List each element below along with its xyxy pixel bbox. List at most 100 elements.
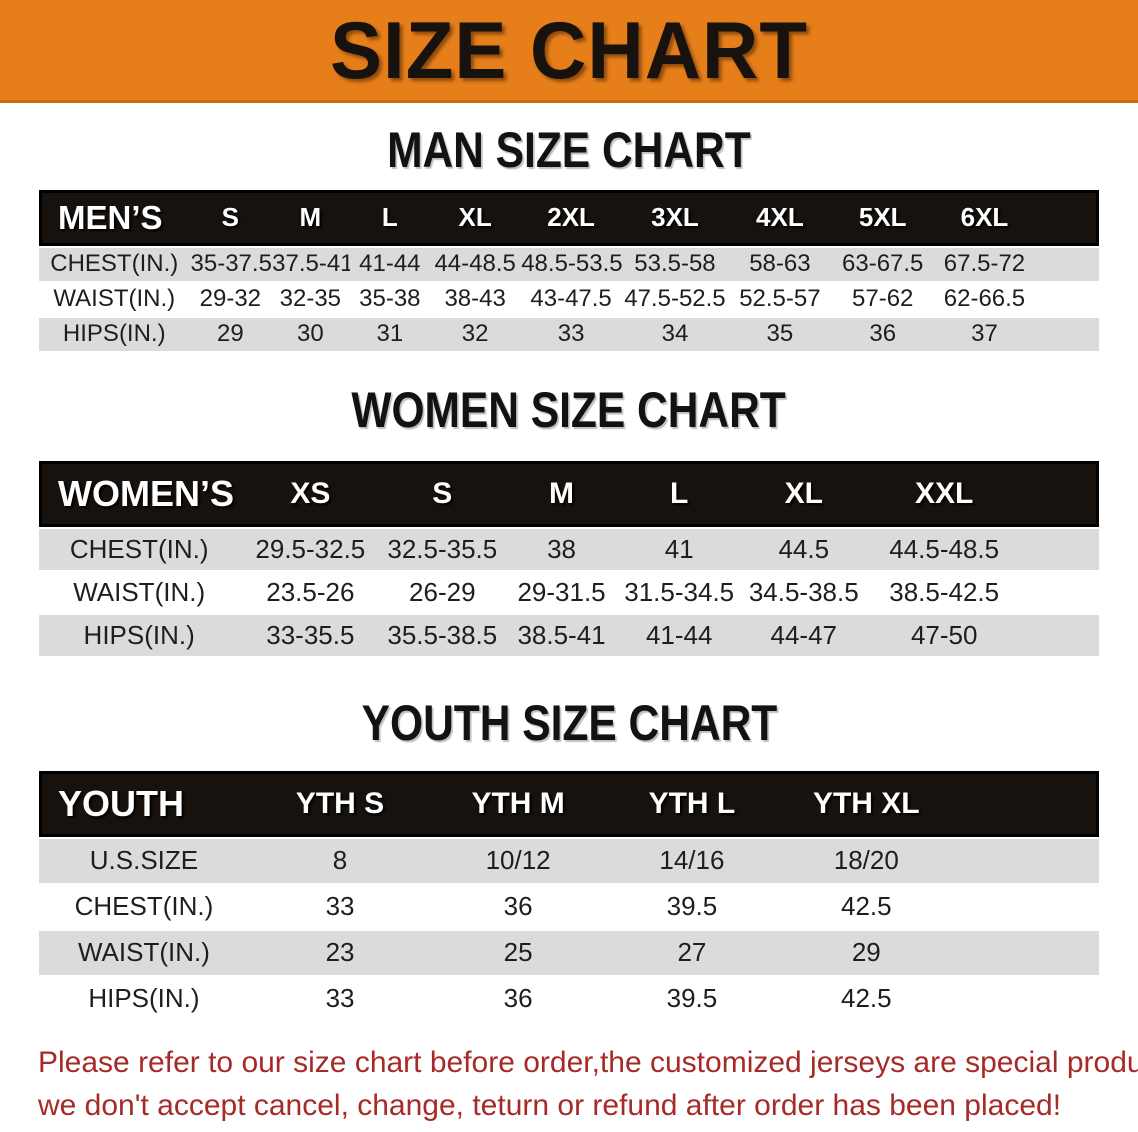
row-label: HIPS(IN.) [39,317,190,351]
size-column-header: 4XL [727,189,832,246]
size-column-header: 2XL [520,189,622,246]
size-column-header: YTH L [605,770,779,837]
size-column-header: L [349,189,431,246]
size-value-cell: 35.5-38.5 [381,615,504,656]
men-section-heading: MAN SIZE CHART [0,122,1138,178]
women-size-table: WOMEN’S XS S M L XL XXL CHEST(IN.) 29.5-32.5 32.5… [39,459,1099,658]
table-row: WAIST(IN.) 23 25 27 29 [39,930,1099,975]
banner: SIZE CHART [0,0,1138,103]
size-column-header: S [189,189,272,246]
youth-section-heading: YOUTH SIZE CHART [0,695,1138,751]
size-column-header: L [619,461,739,527]
size-value-cell: 14/16 [605,838,779,883]
size-value-cell: 29.5-32.5 [239,529,382,570]
size-value-cell: 30 [271,317,350,351]
size-column-header: YTH S [248,770,432,837]
size-column-header: M [271,189,350,246]
size-value-cell: 18/20 [778,838,954,883]
women-group-label: WOMEN’S [39,461,240,527]
section-heading-text: MAN SIZE CHART [387,122,751,178]
size-value-cell: 36 [831,317,934,351]
youth-header-row: YOUTH YTH S YTH M YTH L YTH XL [39,770,1099,837]
size-value-cell: 58-63 [727,247,832,281]
size-value-cell: 29-32 [189,282,272,316]
size-column-header: S [381,461,504,527]
disclaimer-line-1: Please refer to our size chart before or… [38,1045,1138,1079]
row-label: WAIST(IN.) [39,572,240,613]
table-row: CHEST(IN.) 35-37.5 37.5-41 41-44 44-48.5 48.5… [39,247,1099,281]
size-value-cell: 57-62 [831,282,934,316]
row-label: HIPS(IN.) [39,615,240,656]
size-value-cell: 36 [431,884,606,929]
size-value-cell: 41-44 [619,615,739,656]
row-label: CHEST(IN.) [39,884,249,929]
size-value-cell: 44-48.5 [430,247,521,281]
section-heading-text: YOUTH SIZE CHART [361,695,777,751]
disclaimer-text: Please refer to our size chart before or… [38,1041,1138,1128]
men-group-label: MEN’S [39,189,190,246]
row-label: WAIST(IN.) [39,282,190,316]
size-value-cell: 47.5-52.5 [621,282,728,316]
row-spacer [1035,247,1099,281]
size-column-header: XXL [868,461,1020,527]
size-value-cell: 38.5-42.5 [868,572,1020,613]
table-row: HIPS(IN.) 33 36 39.5 42.5 [39,976,1099,1021]
row-spacer [1019,572,1099,613]
size-value-cell: 38.5-41 [503,615,620,656]
row-label: WAIST(IN.) [39,930,249,975]
men-size-table: MEN’S S M L XL 2XL 3XL 4XL 5XL 6XL CHEST(IN.) 35-37… [39,188,1099,353]
size-column-header: XS [239,461,382,527]
table-row: HIPS(IN.) 33-35.5 35.5-38.5 38.5-41 41-44 44-… [39,615,1099,656]
table-row: WAIST(IN.) 29-32 32-35 35-38 38-43 43-47.5 47.… [39,282,1099,316]
disclaimer-line-2: we don't accept cancel, change, teturn o… [38,1089,1062,1122]
size-value-cell: 52.5-57 [727,282,832,316]
section-heading-text: WOMEN SIZE CHART [351,381,787,438]
size-column-header: XL [738,461,869,527]
size-value-cell: 31.5-34.5 [619,572,739,613]
row-label: CHEST(IN.) [39,529,240,570]
size-value-cell: 26-29 [381,572,504,613]
size-value-cell: 39.5 [605,884,779,929]
size-value-cell: 35 [727,317,832,351]
size-column-header: M [503,461,620,527]
size-value-cell: 35-37.5 [189,247,272,281]
size-value-cell: 48.5-53.5 [520,247,622,281]
size-value-cell: 35-38 [349,282,431,316]
banner-title: SIZE CHART [330,4,808,96]
size-value-cell: 62-66.5 [933,282,1036,316]
size-value-cell: 34 [621,317,728,351]
size-column-header: 3XL [621,189,728,246]
size-column-header: YTH XL [778,770,954,837]
size-value-cell: 34.5-38.5 [738,572,869,613]
size-value-cell: 33 [248,976,432,1021]
header-spacer [1019,461,1099,527]
size-value-cell: 32-35 [271,282,350,316]
size-value-cell: 29 [778,930,954,975]
table-row: U.S.SIZE 8 10/12 14/16 18/20 [39,838,1099,883]
men-header-row: MEN’S S M L XL 2XL 3XL 4XL 5XL 6XL [39,189,1099,246]
size-value-cell: 33 [248,884,432,929]
size-value-cell: 67.5-72 [933,247,1036,281]
size-value-cell: 63-67.5 [831,247,934,281]
size-value-cell: 29-31.5 [503,572,620,613]
size-value-cell: 47-50 [868,615,1020,656]
women-header-row: WOMEN’S XS S M L XL XXL [39,461,1099,527]
row-spacer [953,884,1099,929]
row-spacer [1035,317,1099,351]
size-value-cell: 38 [503,529,620,570]
size-value-cell: 44.5 [738,529,869,570]
row-spacer [1019,615,1099,656]
size-value-cell: 23.5-26 [239,572,382,613]
size-column-header: 5XL [831,189,934,246]
size-value-cell: 33 [520,317,622,351]
header-spacer [953,770,1099,837]
women-section-heading: WOMEN SIZE CHART [0,381,1138,438]
size-value-cell: 33-35.5 [239,615,382,656]
youth-group-label: YOUTH [39,770,249,837]
size-value-cell: 41-44 [349,247,431,281]
size-value-cell: 32.5-35.5 [381,529,504,570]
row-spacer [953,976,1099,1021]
row-label: CHEST(IN.) [39,247,190,281]
size-value-cell: 23 [248,930,432,975]
